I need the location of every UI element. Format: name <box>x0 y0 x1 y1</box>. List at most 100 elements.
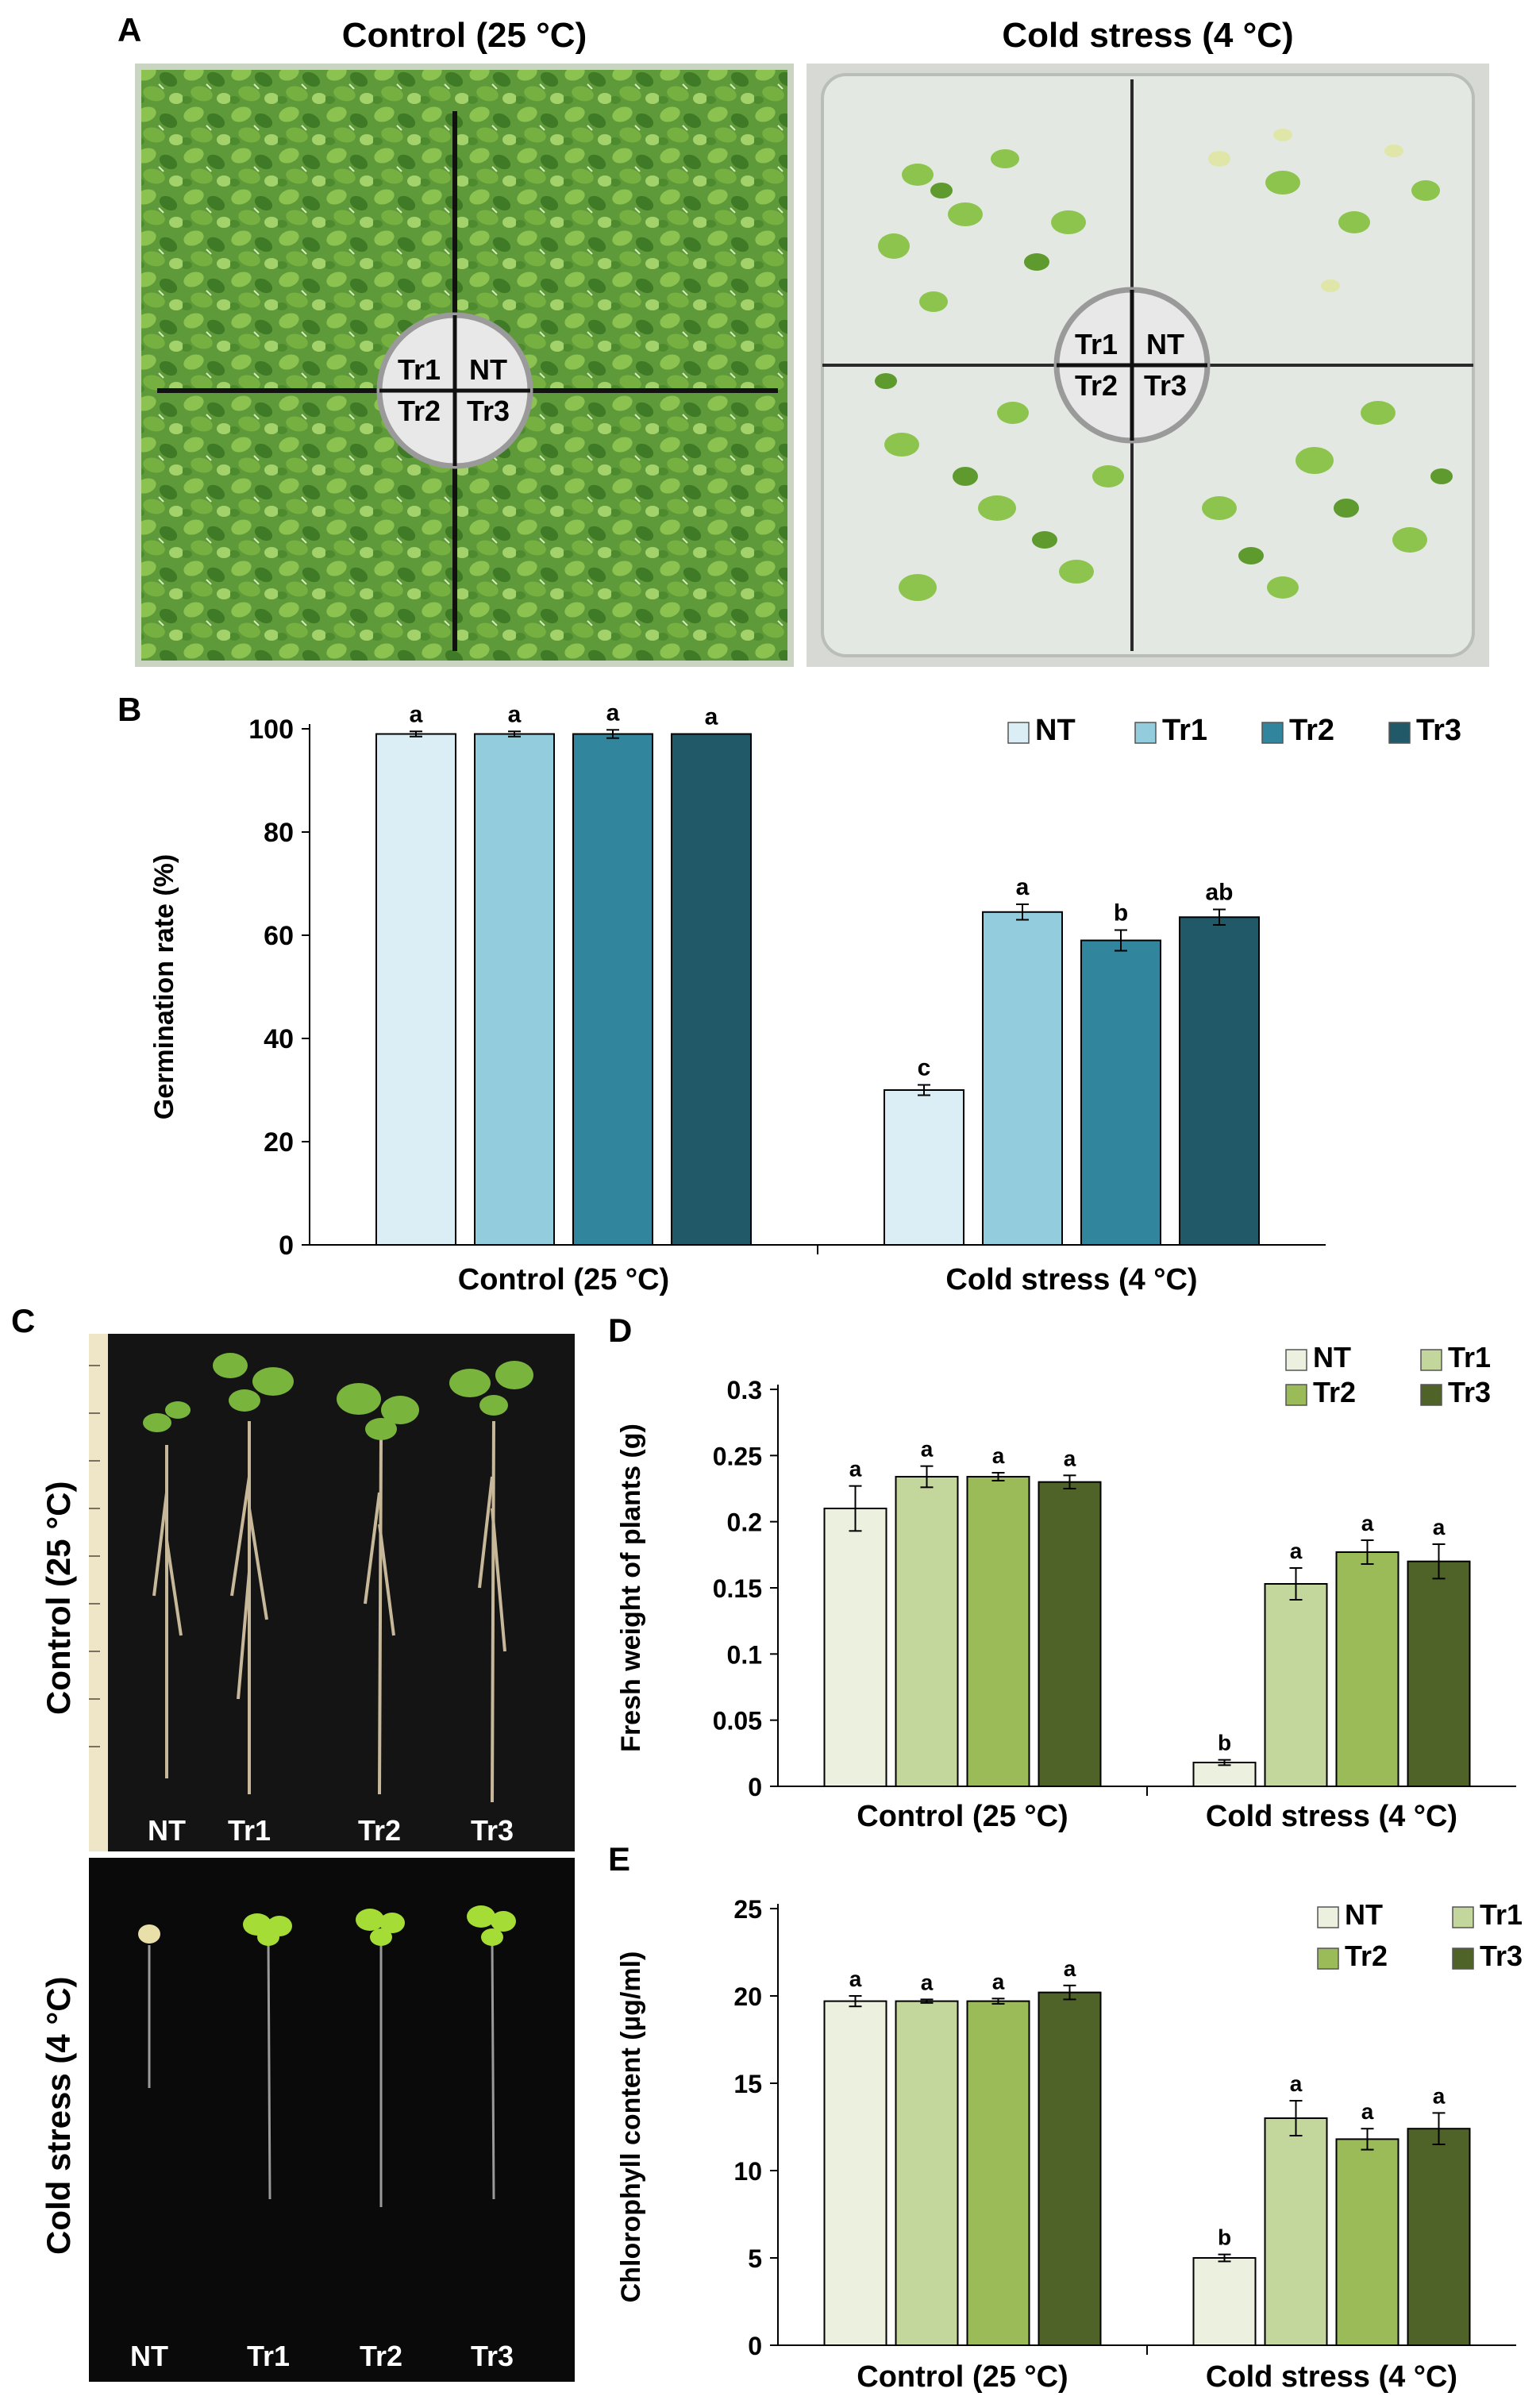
chart-b-legend-label-tr3: Tr3 <box>1416 714 1461 747</box>
chart-d-y-label: Fresh weight of plants (g) <box>616 1424 646 1752</box>
chart-d-bar-tr1 <box>895 1476 959 1787</box>
chart-e-significance-letter: a <box>921 1970 934 1994</box>
chart-e-significance-letter: b <box>1218 2225 1231 2250</box>
chart-e-significance-letter: a <box>992 1969 1005 1994</box>
panel-c-letter: C <box>11 1302 36 1339</box>
panel-e-letter: E <box>608 1840 631 1878</box>
chart-e-bar-tr1 <box>1264 2117 1328 2346</box>
chart-d-bar-nt <box>823 1508 887 1787</box>
control-plate-photo: Tr1 NT Tr2 Tr3 <box>135 64 794 667</box>
panel-a-letter: A <box>117 11 142 48</box>
chart-d-bar-tr3 <box>1038 1481 1102 1788</box>
chart-d-legend-swatch-tr1 <box>1420 1349 1442 1371</box>
chart-b-y-tick-label: 60 <box>264 921 294 951</box>
chart-d-y-tick-label: 0.05 <box>713 1707 762 1736</box>
chart-e-legend-label-tr1: Tr1 <box>1480 1898 1523 1931</box>
chart-d-significance-letter: b <box>1218 1731 1231 1755</box>
chart-d-significance-letter: a <box>921 1437 934 1462</box>
chart-b-y-tick-label: 40 <box>264 1024 294 1054</box>
chart-d-bar-tr1 <box>1264 1583 1328 1787</box>
chart-b-y-tick-label: 0 <box>279 1231 294 1261</box>
chart-b-legend-label-tr1: Tr1 <box>1162 714 1207 747</box>
cold-plant-label-tr1: Tr1 <box>247 2340 290 2372</box>
cold-plants-image: NT Tr1 Tr2 Tr3 <box>130 1905 516 2372</box>
panel-a-left-title: Control (25 °C) <box>341 16 587 55</box>
panel-b-letter: B <box>117 691 142 728</box>
control-plants-image: NT Tr1 Tr2 Tr3 <box>89 1334 533 1851</box>
chart-e-bar-tr1 <box>895 2000 959 2346</box>
chart-b-legend-label-tr2: Tr2 <box>1289 714 1334 747</box>
control-quadrant-tr2: Tr2 <box>398 395 441 427</box>
chart-b-y-tick-label: 100 <box>248 715 294 745</box>
control-plant-label-nt: NT <box>148 1814 186 1847</box>
cold-plant-label-tr3: Tr3 <box>471 2340 514 2372</box>
chart-d-y-tick-label: 0.15 <box>713 1574 762 1603</box>
chart-d-legend-label-tr2: Tr2 <box>1313 1376 1356 1408</box>
chart-b-legend-label-nt: NT <box>1035 714 1076 747</box>
chart-e-legend-swatch-nt <box>1317 1906 1339 1928</box>
chart-d-y-tick-label: 0.2 <box>727 1508 762 1537</box>
cold-plate-photo: Tr1 NT Tr2 Tr3 <box>807 64 1489 667</box>
chart-d-legend-label-tr3: Tr3 <box>1448 1376 1491 1408</box>
chart-e-legend-swatch-tr3 <box>1452 1947 1474 1970</box>
cold-quadrant-nt: NT <box>1146 328 1184 360</box>
control-plant-label-tr3: Tr3 <box>471 1814 514 1847</box>
control-quadrant-tr3: Tr3 <box>467 395 510 427</box>
chart-b-bar-nt <box>884 1089 964 1246</box>
chart-e-y-tick-label: 25 <box>733 1895 762 1924</box>
chart-e-bar-tr3 <box>1407 2128 1471 2346</box>
chart-d: 0 0.05 0.1 0.15 0.2 0.25 0.3 Fresh weight of pl… <box>616 1341 1516 1833</box>
chart-e-legend-label-tr3: Tr3 <box>1480 1940 1523 1972</box>
chart-b-significance-letter: ab <box>1205 880 1233 906</box>
chart-d-bar-tr2 <box>1335 1551 1399 1787</box>
chart-b-bar-nt <box>375 733 456 1246</box>
chart-e-bar-nt <box>823 2000 887 2346</box>
chart-d-legend-label-tr1: Tr1 <box>1448 1341 1491 1373</box>
chart-b-bar-tr2 <box>572 733 653 1246</box>
chart-e-bar-nt <box>1192 2257 1257 2346</box>
cold-quadrant-tr1: Tr1 <box>1075 328 1118 360</box>
control-quadrant-tr1: Tr1 <box>398 353 441 386</box>
chart-b-bar-tr1 <box>474 733 555 1246</box>
chart-b-category-label: Control (25 °C) <box>458 1263 669 1296</box>
chart-b-significance-letter: a <box>1016 874 1030 900</box>
chart-d-legend-swatch-tr3 <box>1420 1384 1442 1406</box>
chart-e-bar-tr3 <box>1038 1991 1102 2346</box>
chart-b-legend-swatch-tr2 <box>1261 722 1284 744</box>
chart-e-y-tick-label: 20 <box>733 1982 762 2011</box>
chart-b-bar-tr1 <box>982 911 1063 1246</box>
chart-e-category-label: Cold stress (4 °C) <box>1206 2360 1457 2394</box>
chart-d-y-tick-label: 0.25 <box>713 1442 762 1470</box>
chart-b-significance-letter: a <box>705 704 718 730</box>
chart-b-category-label: Cold stress (4 °C) <box>945 1263 1197 1296</box>
cold-plants-photo: NT Tr1 Tr2 Tr3 <box>89 1858 575 2382</box>
chart-b-significance-letter: c <box>918 1055 931 1081</box>
chart-e-significance-letter: a <box>849 1967 862 1991</box>
chart-b-bar-tr3 <box>1179 916 1260 1246</box>
chart-e-significance-letter: a <box>1361 2099 1374 2124</box>
chart-e-bar-tr2 <box>966 2000 1030 2346</box>
chart-b-significance-letter: a <box>606 699 620 726</box>
chart-b: 0 20 40 60 80 100 Germination rate (%) Control … <box>149 699 1461 1296</box>
control-plant-label-tr1: Tr1 <box>228 1814 271 1847</box>
chart-d-legend-swatch-nt <box>1285 1349 1307 1371</box>
chart-d-bar-tr2 <box>966 1476 1030 1787</box>
chart-d-significance-letter: a <box>1064 1446 1076 1470</box>
chart-e-significance-letter: a <box>1290 2071 1303 2096</box>
chart-b-significance-letter: a <box>508 701 522 727</box>
chart-e-y-label: Chlorophyll content (µg/ml) <box>616 1951 646 2303</box>
cold-quadrant-tr2: Tr2 <box>1075 369 1118 402</box>
chart-b-y-tick-label: 20 <box>264 1127 294 1158</box>
chart-d-bar-tr3 <box>1407 1560 1471 1787</box>
control-plants-photo: NT Tr1 Tr2 Tr3 <box>89 1334 575 1851</box>
panel-a-right-title: Cold stress (4 °C) <box>1002 16 1294 55</box>
chart-e-legend-label-nt: NT <box>1345 1898 1383 1931</box>
chart-e-legend-swatch-tr2 <box>1317 1947 1339 1970</box>
chart-d-y-tick-label: 0.3 <box>727 1376 762 1404</box>
control-plant-label-tr2: Tr2 <box>358 1814 401 1847</box>
cold-quadrant-tr3: Tr3 <box>1144 369 1187 402</box>
chart-e-bar-tr2 <box>1335 2138 1399 2346</box>
panel-c-bottom-label: Cold stress (4 °C) <box>40 1976 77 2255</box>
chart-e-y-tick-label: 5 <box>748 2244 762 2273</box>
chart-b-y-label: Germination rate (%) <box>149 854 179 1119</box>
